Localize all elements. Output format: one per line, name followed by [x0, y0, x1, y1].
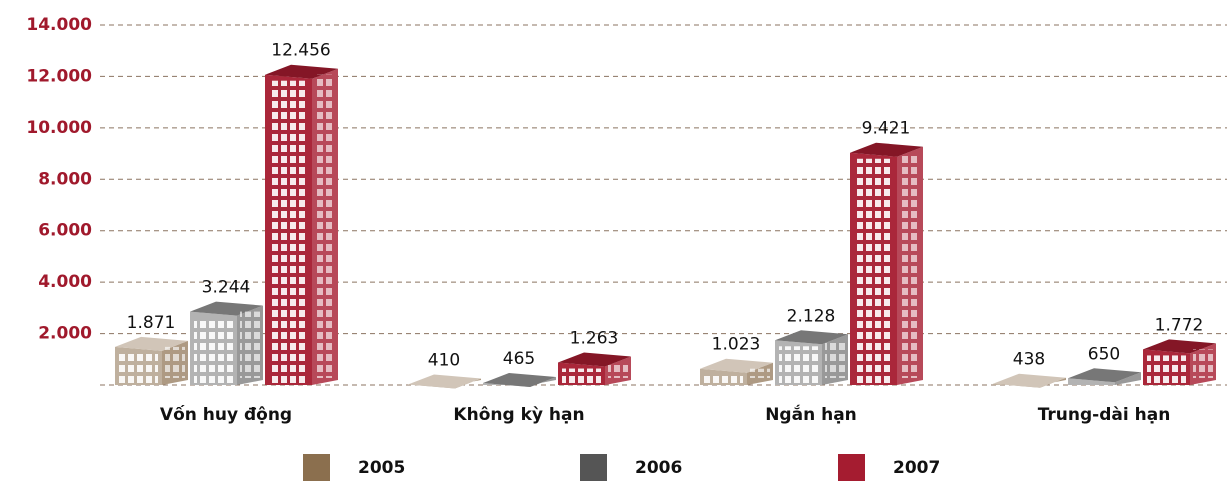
- y-tick-label: 2.000: [38, 324, 92, 344]
- value-label: 438: [1013, 350, 1045, 370]
- side-windows: [165, 347, 185, 378]
- x-tick-label: Ngắn hạn: [765, 404, 857, 425]
- legend-label: 2005: [358, 458, 405, 478]
- chart: 2.000 4.000 6.000 8.000 10.000 12.000 14.000 Vố…: [0, 0, 1227, 482]
- building-top: [993, 374, 1066, 388]
- legend-swatch: [838, 454, 865, 481]
- value-label: 1.871: [127, 313, 176, 333]
- y-tick-label: 4.000: [38, 272, 92, 292]
- windows: [269, 81, 308, 383]
- y-tick-label: 12.000: [26, 66, 92, 86]
- value-label: 2.128: [787, 306, 836, 326]
- side-windows: [750, 369, 770, 378]
- x-tick-label: Không kỳ hạn: [453, 405, 584, 425]
- side-windows: [240, 312, 260, 378]
- value-label: 1.023: [712, 335, 761, 355]
- legend-swatch: [580, 454, 607, 481]
- y-tick-label: 14.000: [26, 15, 92, 35]
- windows: [194, 318, 233, 383]
- y-tick-label: 8.000: [38, 169, 92, 189]
- side-windows: [900, 153, 920, 378]
- value-label: 9.421: [862, 119, 911, 139]
- value-label: 465: [503, 349, 535, 369]
- windows: [119, 353, 158, 383]
- y-tick-label: 10.000: [26, 118, 92, 138]
- side-windows: [1193, 349, 1213, 378]
- value-label: 12.456: [271, 41, 330, 61]
- windows: [779, 346, 818, 383]
- side-windows: [315, 75, 335, 378]
- windows: [854, 159, 893, 383]
- legend-swatch: [303, 454, 330, 481]
- y-tick-label: 6.000: [38, 221, 92, 241]
- value-label: 3.244: [202, 278, 251, 298]
- windows: [562, 369, 601, 383]
- x-tick-label: Trung-dài hạn: [1038, 405, 1171, 425]
- value-label: 410: [428, 350, 460, 370]
- side-windows: [608, 363, 628, 378]
- side-windows: [825, 340, 845, 378]
- value-label: 1.772: [1155, 315, 1204, 335]
- value-label: 1.263: [570, 329, 619, 349]
- building-top: [408, 374, 481, 388]
- x-tick-label: Vốn huy động: [160, 404, 292, 425]
- legend-label: 2007: [893, 458, 940, 478]
- value-label: 650: [1088, 344, 1120, 364]
- legend-label: 2006: [635, 458, 682, 478]
- windows: [704, 375, 743, 383]
- windows: [1147, 355, 1186, 383]
